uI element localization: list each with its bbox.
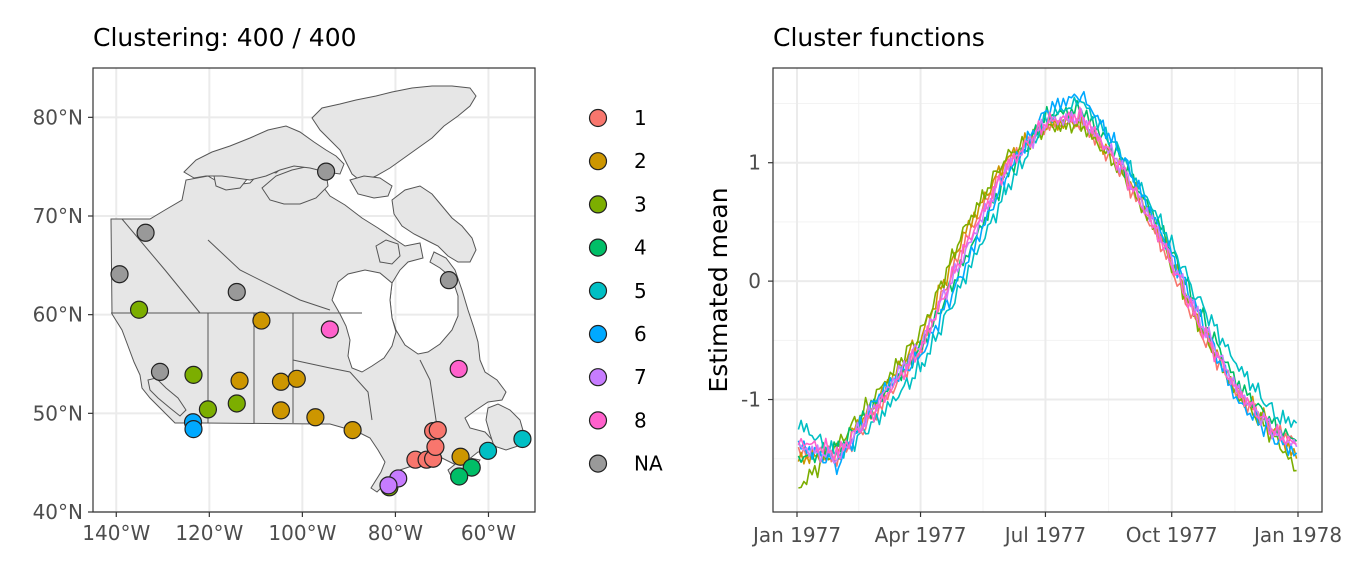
- map-y-tick-label: 60°N: [33, 303, 83, 327]
- legend-label-3: 3: [634, 192, 647, 216]
- cluster-function-line-5: [797, 96, 1298, 460]
- map-point-cluster-3: [129, 300, 149, 319]
- map-point-cluster-NA: [150, 362, 170, 381]
- map-point-cluster-4: [450, 467, 469, 486]
- map-point-cluster-3: [198, 400, 218, 419]
- map-x-tick-label: 120°W: [175, 521, 243, 545]
- line-series: [797, 90, 1298, 489]
- map-point-cluster-2: [230, 371, 249, 390]
- legend-label-7: 7: [634, 365, 647, 389]
- legend-label-6: 6: [634, 322, 647, 346]
- hudson-bay: [331, 269, 397, 373]
- legend-swatch-5: [588, 281, 608, 300]
- map-point-cluster-4: [462, 458, 481, 477]
- legend-label-8: 8: [634, 408, 647, 432]
- line-x-tick-label: Jan 1977: [751, 523, 841, 547]
- southampton-island: [375, 239, 401, 265]
- map-y-tick-label: 40°N: [33, 500, 83, 524]
- map-point-cluster-2: [252, 311, 271, 330]
- map-point-cluster-NA: [439, 271, 459, 290]
- map-title: Clustering: 400 / 400: [93, 23, 357, 52]
- map-y-tick-label: 50°N: [33, 401, 83, 425]
- map-point-cluster-5: [478, 441, 498, 460]
- legend-label-2: 2: [634, 149, 647, 173]
- map-point-cluster-5: [513, 429, 532, 449]
- vancouver-island: [147, 377, 187, 417]
- map-x-tick-label: 100°W: [268, 521, 336, 545]
- map-x-tick-label: 140°W: [82, 521, 150, 545]
- map-point-cluster-NA: [227, 282, 246, 302]
- devon-island: [349, 175, 393, 199]
- legend-label-1: 1: [634, 106, 647, 130]
- legend-swatch-NA: [588, 454, 608, 473]
- y-axis-label: Estimated mean: [704, 187, 733, 392]
- legend: 1 2 3 4 5 6 7 8 NA: [588, 106, 663, 476]
- map-y-tick-label: 70°N: [33, 204, 83, 228]
- map-x-tick-label: 60°W: [461, 521, 516, 545]
- legend-label-4: 4: [634, 236, 647, 260]
- map-point-cluster-2: [271, 401, 291, 420]
- map-y-tick-label: 80°N: [33, 105, 83, 129]
- map-point-cluster-3: [184, 365, 203, 384]
- map-point-cluster-1: [426, 437, 445, 456]
- map-point-cluster-3: [227, 394, 246, 413]
- legend-label-5: 5: [634, 279, 647, 303]
- map-point-cluster-8: [320, 320, 339, 339]
- line-panel-background: [773, 68, 1322, 512]
- legend-swatch-2: [588, 152, 608, 171]
- baffin-island: [391, 185, 477, 263]
- map-point-cluster-2: [306, 408, 325, 427]
- queen-elizabeth-islands: [183, 125, 345, 181]
- map-point-cluster-2: [343, 421, 362, 440]
- ellesmere-island: [311, 85, 477, 183]
- map-x-tick-label: 80°W: [368, 521, 423, 545]
- line-y-tick-label: 0: [748, 269, 761, 293]
- line-y-tick-label: 1: [748, 151, 761, 175]
- map-panel-border: [92, 67, 536, 513]
- map-point-cluster-2: [451, 447, 470, 466]
- victoria-island: [261, 165, 329, 205]
- legend-swatch-4: [588, 238, 608, 257]
- legend-swatch-7: [588, 368, 608, 387]
- map-point-cluster-NA: [316, 162, 336, 181]
- map-axes: 140°W 120°W 100°W 80°W 60°W 40°N 50°N 60°N 70°N 8…: [33, 105, 517, 545]
- line-x-tick-label: Jan 1978: [1252, 523, 1342, 547]
- map-point-cluster-2: [287, 369, 306, 388]
- map-points: [110, 162, 532, 497]
- legend-swatch-8: [588, 411, 608, 430]
- line-y-tick-label: -1: [741, 388, 761, 412]
- line-x-tick-label: Apr 1977: [875, 523, 967, 547]
- map-point-cluster-6: [184, 420, 203, 439]
- map-point-cluster-1: [428, 421, 447, 440]
- map-point-cluster-8: [449, 359, 468, 379]
- legend-swatch-3: [588, 195, 608, 214]
- legend-swatch-1: [588, 108, 608, 128]
- legend-label-NA: NA: [634, 452, 663, 476]
- line-panel-border: [772, 67, 1323, 513]
- line-x-tick-label: Oct 1977: [1126, 523, 1218, 547]
- map-point-cluster-2: [271, 372, 291, 391]
- map-point-cluster-NA: [136, 223, 155, 242]
- cluster-function-line-8: [797, 106, 1297, 461]
- line-axes: Jan 1977 Apr 1977 Jul 1977 Oct 1977 Jan 1978…: [741, 151, 1342, 547]
- line-x-tick-label: Jul 1977: [1003, 523, 1086, 547]
- map-point-cluster-NA: [110, 265, 129, 284]
- legend-swatch-6: [588, 324, 608, 344]
- line-chart-title: Cluster functions: [773, 23, 985, 52]
- map-point-cluster-7: [379, 476, 398, 495]
